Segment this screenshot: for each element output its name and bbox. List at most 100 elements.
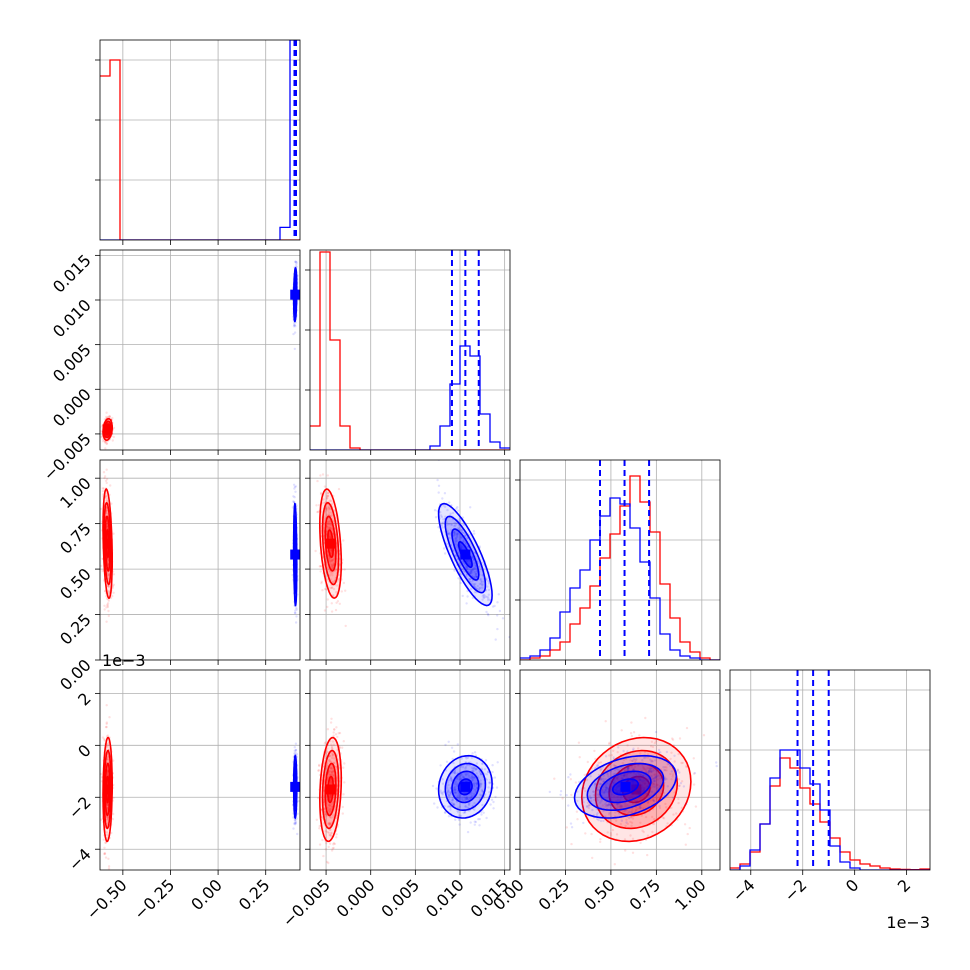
scatter-point xyxy=(453,788,456,791)
scatter-point xyxy=(461,531,465,535)
scatter-point xyxy=(455,534,459,537)
scatter-point xyxy=(457,811,460,814)
scatter-point xyxy=(465,797,468,800)
scatter-point xyxy=(475,762,479,765)
scatter-point xyxy=(496,761,499,764)
scatter-point xyxy=(328,520,331,524)
scatter-point xyxy=(105,481,108,485)
scatter-point xyxy=(479,586,482,590)
scatter-point xyxy=(479,784,482,787)
scatter-point xyxy=(325,751,328,754)
scatter-point xyxy=(106,773,110,776)
scatter-point xyxy=(641,790,645,793)
scatter-point xyxy=(330,756,334,760)
scatter-point xyxy=(465,796,468,800)
scatter-point xyxy=(473,591,477,594)
scatter-point xyxy=(489,803,492,806)
scatter-point xyxy=(463,791,466,794)
scatter-point xyxy=(469,587,473,591)
scatter-point xyxy=(467,559,471,562)
scatter-point xyxy=(332,580,335,583)
scatter-point xyxy=(608,782,612,786)
scatter-point xyxy=(656,783,659,787)
scatter-point xyxy=(455,522,458,525)
scatter-point xyxy=(475,575,479,579)
scatter-point xyxy=(107,857,110,860)
scatter-point xyxy=(326,578,329,581)
scatter-point xyxy=(465,602,468,605)
scatter-point xyxy=(646,834,650,837)
scatter-point xyxy=(641,829,644,832)
scatter-point xyxy=(469,506,472,509)
scatter-point xyxy=(496,614,499,617)
scatter-point xyxy=(673,791,676,794)
scatter-point xyxy=(332,731,335,734)
scatter-point xyxy=(588,794,591,798)
scatter-point xyxy=(465,566,468,569)
scatter-point xyxy=(103,846,106,849)
scatter-point xyxy=(297,799,300,803)
scatter-point xyxy=(447,523,451,526)
scatter-point xyxy=(342,766,345,769)
scatter-point xyxy=(457,778,460,781)
scatter-point xyxy=(327,823,330,826)
scatter-point xyxy=(464,766,468,769)
scatter-point xyxy=(294,260,297,263)
scatter-point xyxy=(462,776,465,779)
scatter-point xyxy=(485,816,488,820)
scatter-point xyxy=(578,756,581,759)
scatter-point xyxy=(331,753,334,756)
scatter-point xyxy=(450,778,453,782)
scatter-point xyxy=(328,811,332,814)
scatter-point xyxy=(323,742,326,745)
scatter-point xyxy=(641,786,644,789)
scatter-point xyxy=(332,777,336,780)
scatter-point xyxy=(638,778,641,782)
scatter-point xyxy=(104,856,108,859)
scatter-point xyxy=(465,574,468,578)
scatter-point xyxy=(650,775,653,778)
scatter-point xyxy=(601,804,605,807)
scatter-point xyxy=(292,827,295,830)
scatter-point xyxy=(454,782,457,786)
scatter-point xyxy=(112,426,116,430)
scatter-point xyxy=(110,502,113,505)
scatter-point xyxy=(481,595,484,598)
scatter-point xyxy=(327,861,330,865)
scatter-point xyxy=(332,846,335,850)
scatter-point xyxy=(666,785,669,788)
scatter-point xyxy=(329,536,332,539)
scatter-point xyxy=(333,554,336,558)
panel-frame xyxy=(99,459,301,661)
scatter-point xyxy=(457,526,460,529)
scatter-point xyxy=(491,764,494,767)
scatter-point xyxy=(323,587,327,591)
scatter-point xyxy=(469,563,472,566)
scatter-point xyxy=(626,804,629,807)
scatter-point xyxy=(106,817,110,820)
scatter-point xyxy=(448,794,451,798)
scatter-point xyxy=(316,510,320,513)
scatter-point xyxy=(104,841,107,845)
scatter-point xyxy=(450,523,454,526)
scatter-point xyxy=(292,822,296,825)
scatter-point xyxy=(641,789,644,792)
scatter-point xyxy=(570,842,573,846)
scatter-point xyxy=(670,751,673,754)
scatter-point xyxy=(327,808,330,811)
scatter-point xyxy=(631,851,635,854)
scatter-point xyxy=(330,831,333,834)
scatter-point xyxy=(658,806,662,810)
scatter-point xyxy=(470,756,474,759)
scatter-point xyxy=(317,769,320,772)
scatter-point xyxy=(320,582,323,585)
scatter-point xyxy=(597,761,600,765)
scatter-point xyxy=(105,442,109,445)
scatter-point xyxy=(437,491,440,494)
scatter-point xyxy=(590,832,593,836)
scatter-point xyxy=(294,821,297,825)
scatter-point xyxy=(479,785,482,788)
scatter-point xyxy=(484,759,488,762)
scatter-point xyxy=(107,867,111,870)
scatter-point xyxy=(328,758,331,762)
